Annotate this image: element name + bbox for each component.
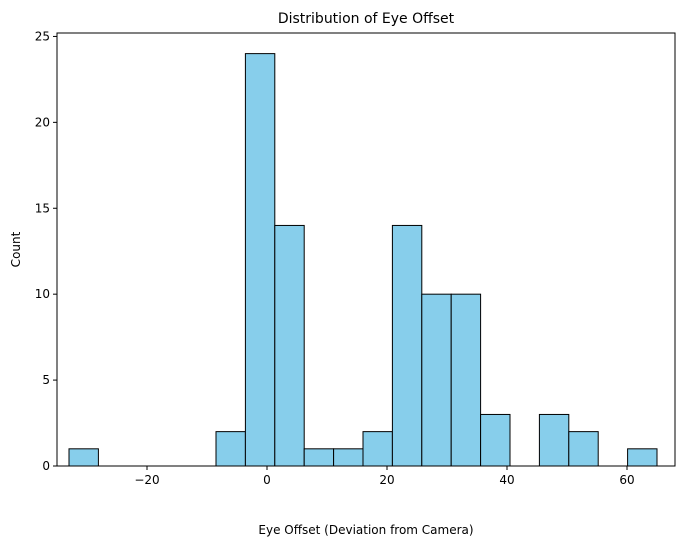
histogram-bar-11 <box>391 224 423 467</box>
y-tick-label: 0 <box>42 459 50 473</box>
chart-title: Distribution of Eye Offset <box>278 11 455 27</box>
bars-group <box>68 53 658 467</box>
histogram-bar-16 <box>538 413 570 467</box>
y-axis-label: Count <box>9 231 23 267</box>
y-tick-label: 20 <box>35 115 50 129</box>
histogram-bar-5 <box>215 431 246 467</box>
histogram-bar-7 <box>274 224 305 467</box>
histogram-bar-19 <box>627 448 658 467</box>
y-tick-label: 25 <box>35 29 50 43</box>
histogram-bar-9 <box>333 448 364 467</box>
histogram-bar-8 <box>303 448 335 467</box>
x-axis-ticks: −20 0 20 40 60 <box>134 466 635 487</box>
histogram-bar-14 <box>480 413 511 467</box>
y-tick-label: 15 <box>35 201 50 215</box>
x-tick-label: 60 <box>619 473 634 487</box>
plot-frame <box>56 32 676 467</box>
x-tick-label: 20 <box>379 473 394 487</box>
y-axis-ticks: 0 5 10 15 20 25 <box>35 29 57 473</box>
x-tick-label: 40 <box>499 473 514 487</box>
histogram-bar-12 <box>421 293 452 467</box>
histogram-bar-0 <box>68 448 99 467</box>
histogram-bar-13 <box>450 293 482 467</box>
y-tick-label: 5 <box>42 373 50 387</box>
histogram-bar-17 <box>568 431 599 467</box>
histogram-bar-10 <box>362 431 393 467</box>
y-tick-label: 10 <box>35 287 50 301</box>
x-tick-label: −20 <box>134 473 159 487</box>
x-axis-label: Eye Offset (Deviation from Camera) <box>258 523 473 537</box>
x-tick-label: 0 <box>263 473 271 487</box>
histogram-bar-6 <box>244 53 276 467</box>
